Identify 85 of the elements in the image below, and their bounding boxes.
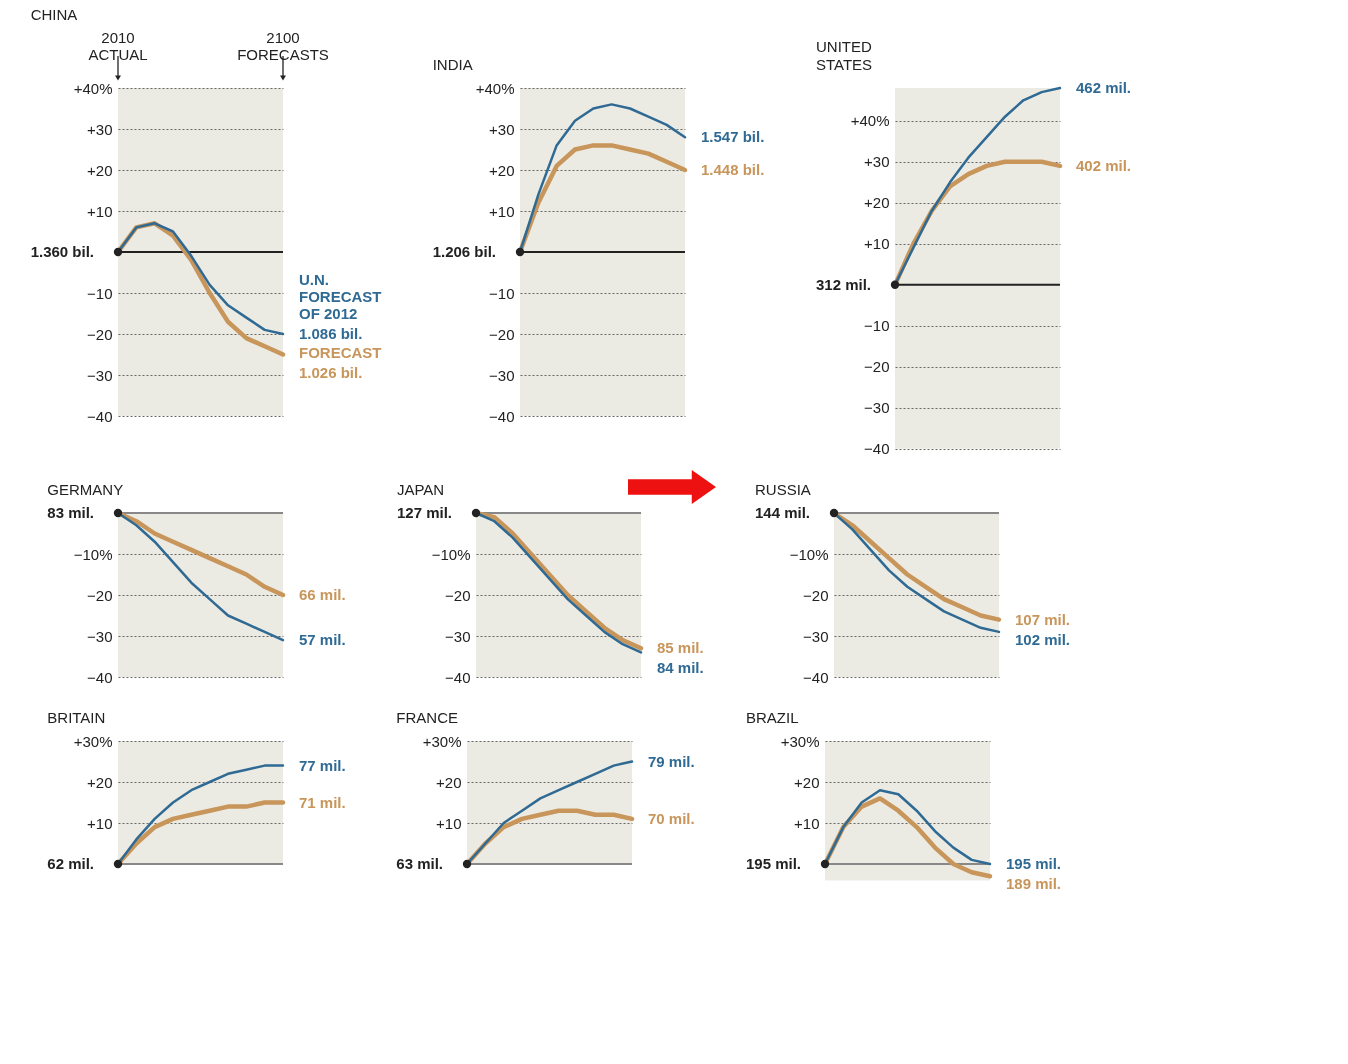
text: 462 mil.: [1076, 79, 1132, 96]
text: 63 mil.: [396, 855, 443, 872]
text: 402 mil.: [1076, 156, 1132, 174]
y-tick-label: +30%: [780, 732, 820, 750]
y-tick-label: +20: [87, 773, 113, 791]
y-tick-label: +10: [489, 202, 515, 220]
y-tick-label: +20: [794, 773, 820, 791]
y-tick-label: +30: [489, 120, 515, 138]
y-tick-label: −40: [803, 668, 829, 686]
chart-title: JAPAN: [396, 481, 445, 498]
y-tick-label: −30: [489, 366, 515, 384]
series-label: U.N. FORECAST OF 2012: [299, 271, 382, 322]
text: 79 mil.: [648, 752, 695, 770]
chart-title: GERMANY: [47, 481, 124, 498]
text: 66 mil.: [299, 586, 346, 603]
y-tick-label: −10: [489, 284, 515, 302]
y-tick-label: −40: [445, 668, 471, 686]
text: 195 mil.: [745, 855, 801, 872]
y-tick-label: +10: [436, 814, 462, 832]
text: 189 mil.: [1006, 875, 1062, 892]
chart-title: RUSSIA: [754, 481, 811, 498]
text: 57 mil.: [299, 631, 346, 649]
y-tick-label: −30: [87, 366, 113, 384]
y-tick-label: +40%: [475, 79, 515, 97]
text: 1.547 bil.: [701, 128, 765, 146]
y-tick-label: +10: [87, 814, 113, 832]
y-tick-label: +20: [87, 161, 113, 179]
y-tick-label: −10: [864, 317, 890, 335]
y-tick-label: +20: [436, 773, 462, 791]
chart-title: INDIA: [432, 56, 473, 73]
y-tick-label: −20: [489, 325, 515, 343]
chart-title: FRANCE: [396, 709, 458, 726]
text: 195 mil.: [1006, 855, 1062, 872]
text: 1.206 bil.: [432, 243, 496, 260]
y-tick-label: −10: [87, 284, 113, 302]
y-tick-label: −40: [864, 440, 890, 458]
text: 84 mil.: [657, 659, 704, 677]
chart-title: BRAZIL: [745, 709, 799, 726]
series-label: FORECAST: [299, 344, 382, 361]
text: 85 mil.: [657, 639, 704, 657]
y-tick-label: +10: [87, 202, 113, 220]
text: 2010 ACTUAL: [88, 29, 148, 63]
text: 312 mil.: [815, 275, 871, 293]
text: 1.086 bil.: [299, 325, 363, 342]
y-tick-label: +30%: [422, 732, 462, 750]
text: 1.360 bil.: [30, 243, 94, 260]
y-tick-label: −20: [87, 586, 113, 604]
y-tick-label: −10%: [789, 545, 829, 563]
y-tick-label: +10: [794, 814, 820, 832]
y-tick-label: −10%: [431, 545, 471, 563]
text: 70 mil.: [648, 809, 695, 827]
y-tick-label: −30: [445, 627, 471, 645]
text: 77 mil.: [299, 756, 346, 774]
y-tick-label: +40%: [73, 79, 113, 97]
y-tick-label: −40: [87, 407, 113, 425]
text: 107 mil.: [1015, 610, 1071, 628]
y-tick-label: −40: [489, 407, 515, 425]
y-tick-label: −20: [87, 325, 113, 343]
text: 1.448 bil.: [701, 161, 765, 178]
y-tick-label: −20: [864, 358, 890, 376]
text: 2100 FORECASTS: [237, 29, 329, 63]
chart-title: BRITAIN: [47, 709, 106, 726]
y-tick-label: −30: [864, 399, 890, 417]
text: 83 mil.: [47, 504, 94, 521]
text: 71 mil.: [299, 793, 346, 811]
y-tick-label: −20: [803, 586, 829, 604]
chart-title: UNITED STATES: [815, 38, 873, 73]
text: 1.026 bil.: [299, 364, 363, 381]
text: 144 mil.: [754, 504, 810, 521]
y-tick-label: −20: [445, 586, 471, 604]
y-tick-label: −30: [803, 627, 829, 645]
y-tick-label: +30%: [73, 732, 113, 750]
chart-title: CHINA: [30, 6, 78, 23]
y-tick-label: +20: [864, 194, 890, 212]
text: 127 mil.: [396, 504, 452, 521]
y-tick-label: −30: [87, 627, 113, 645]
y-tick-label: +30: [87, 120, 113, 138]
y-tick-label: +30: [864, 153, 890, 171]
y-tick-label: −10%: [73, 545, 113, 563]
y-tick-label: +40%: [850, 112, 890, 130]
y-tick-label: +20: [489, 161, 515, 179]
y-tick-label: +10: [864, 235, 890, 253]
text: 102 mil.: [1015, 630, 1071, 648]
y-tick-label: −40: [87, 668, 113, 686]
text: 62 mil.: [47, 855, 94, 872]
